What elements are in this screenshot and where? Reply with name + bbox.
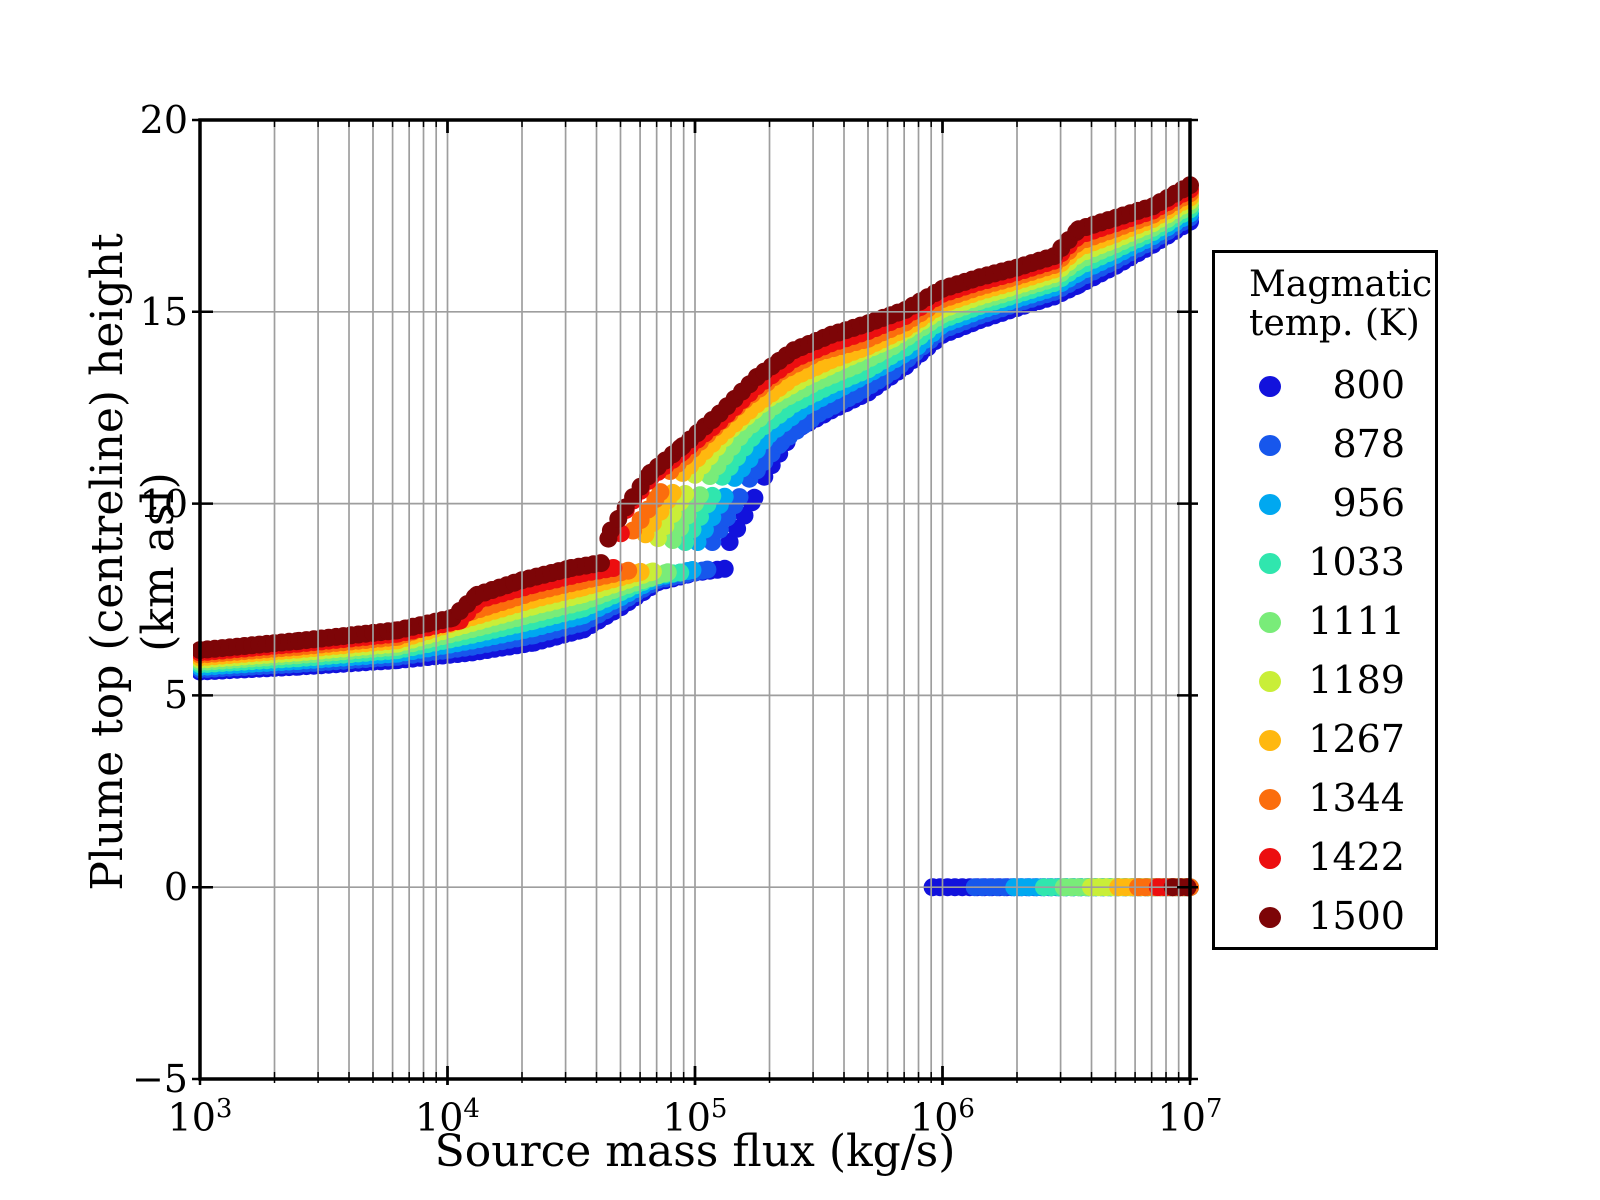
legend-entries: 800 878 956 1033 1111 1189 1267 1344 1422 1500	[1215, 357, 1435, 947]
legend-marker-icon	[1259, 435, 1281, 456]
legend-marker-icon	[1259, 553, 1281, 574]
legend-marker-icon	[1259, 494, 1281, 515]
legend-entry: 1500	[1215, 888, 1435, 947]
data-point	[698, 560, 717, 579]
y-tick-label: 5	[163, 673, 188, 718]
legend-entry-label: 1033	[1308, 540, 1405, 584]
legend-title: Magmatic temp. (K)	[1249, 265, 1435, 343]
legend-entry-label: 956	[1332, 481, 1405, 525]
legend-entry-label: 1500	[1308, 894, 1405, 938]
legend-entry: 1344	[1215, 770, 1435, 829]
legend-entry: 956	[1215, 475, 1435, 534]
legend-entry-label: 1189	[1308, 658, 1405, 702]
legend-marker-icon	[1259, 671, 1281, 692]
legend-marker-icon	[1259, 789, 1281, 810]
legend-marker-icon	[1259, 848, 1281, 869]
legend-entry: 1033	[1215, 534, 1435, 593]
legend-entry: 1111	[1215, 593, 1435, 652]
x-tick-label: 105	[662, 1094, 728, 1140]
y-tick-label: −5	[131, 1057, 188, 1101]
legend-marker-icon	[1259, 907, 1281, 928]
legend-marker-icon	[1259, 376, 1281, 397]
data-point	[592, 554, 610, 573]
legend-entry-label: 1344	[1308, 776, 1405, 820]
legend-entry-label: 1111	[1308, 599, 1405, 643]
data-point	[715, 559, 734, 578]
legend-entry-label: 1267	[1308, 717, 1405, 761]
y-tick-label: 10	[139, 481, 188, 526]
legend-entry-label: 1422	[1308, 835, 1405, 879]
legend-entry: 800	[1215, 357, 1435, 416]
legend-marker-icon	[1259, 612, 1281, 633]
legend-title-line-1: Magmatic	[1249, 264, 1433, 305]
x-tick-label: 103	[167, 1094, 233, 1140]
legend-box: Magmatic temp. (K) 800 878 956 1033 1111 1189…	[1212, 250, 1438, 950]
data-point	[658, 563, 677, 582]
y-tick-label: 0	[163, 865, 188, 910]
x-tick-label: 104	[415, 1094, 480, 1140]
x-axis-label: Source mass flux (kg/s)	[434, 1126, 956, 1177]
legend-title-line-2: temp. (K)	[1249, 303, 1420, 344]
legend-entry-label: 800	[1332, 363, 1405, 407]
data-point	[619, 561, 638, 580]
y-tick-label: 20	[139, 98, 188, 142]
y-axis-label: Plume top (centreline) height (km asl)	[82, 233, 184, 891]
legend-entry: 878	[1215, 416, 1435, 475]
legend-entry: 1189	[1215, 652, 1435, 711]
data-point	[720, 533, 739, 551]
x-tick-label: 106	[910, 1094, 975, 1140]
legend-entry: 1422	[1215, 829, 1435, 888]
y-tick-label: 15	[139, 289, 188, 334]
data-point	[730, 488, 749, 507]
legend-marker-icon	[1259, 730, 1281, 751]
data-point	[745, 488, 764, 507]
plot-border	[198, 118, 1192, 1081]
legend-entry: 1267	[1215, 711, 1435, 770]
legend-entry-label: 878	[1332, 422, 1405, 466]
x-tick-label: 107	[1157, 1094, 1223, 1140]
